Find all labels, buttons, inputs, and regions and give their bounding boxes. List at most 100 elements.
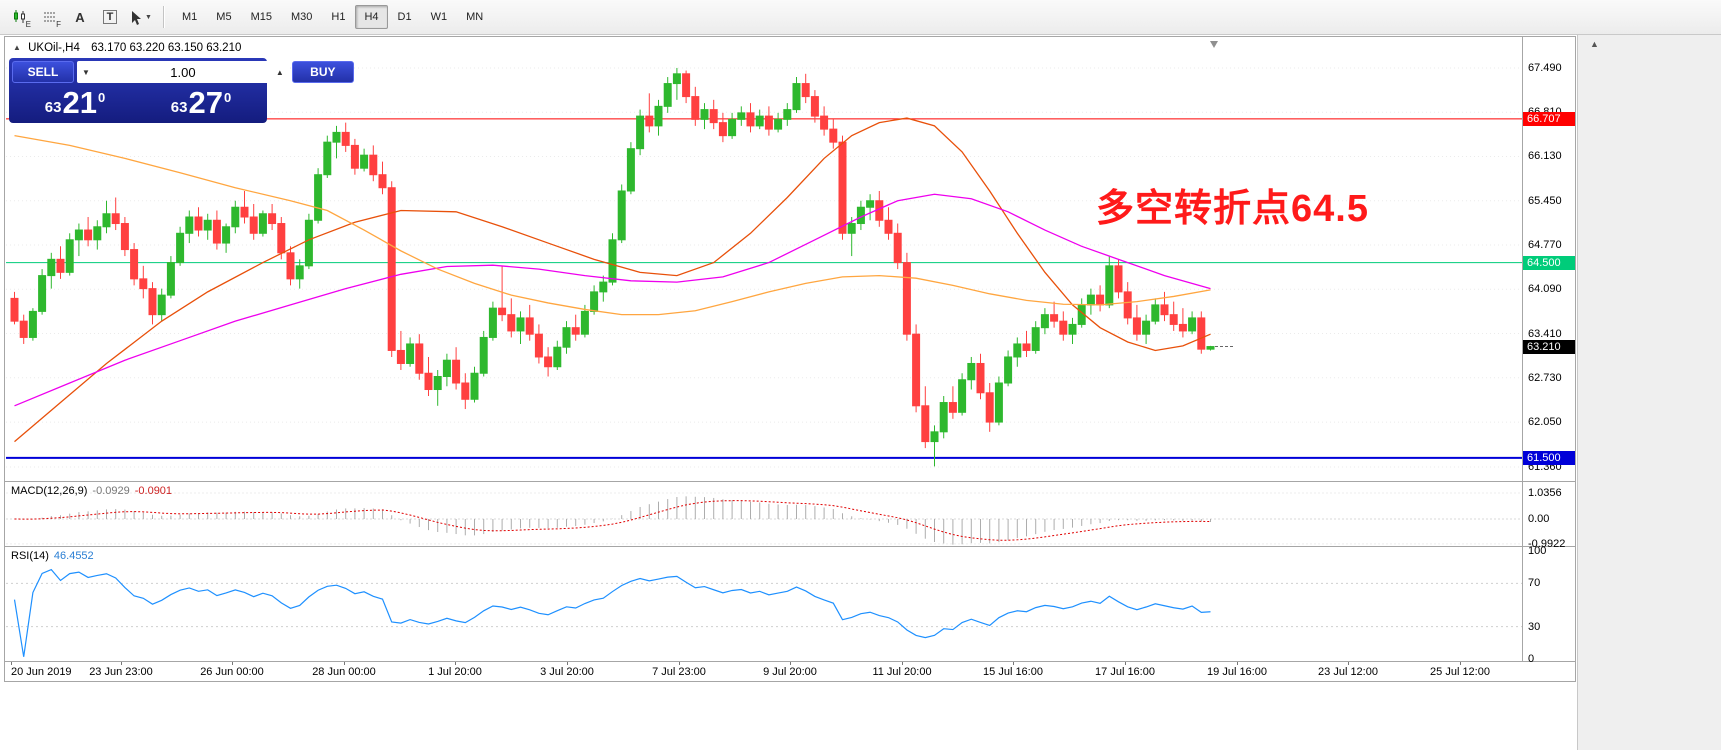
time-axis-tick xyxy=(679,662,680,665)
time-axis-tick xyxy=(1125,662,1126,665)
price-axis-label: 64.090 xyxy=(1528,283,1562,296)
sell-price[interactable]: 63 21 0 xyxy=(44,85,106,120)
time-axis-tick xyxy=(455,662,456,665)
time-axis-label: 19 Jul 16:00 xyxy=(1207,666,1267,678)
time-axis-label: 17 Jul 16:00 xyxy=(1095,666,1155,678)
candlestick-tool-button[interactable]: E xyxy=(6,4,34,30)
price-axis-label: 64.770 xyxy=(1528,239,1562,251)
time-axis-label: 11 Jul 20:00 xyxy=(872,666,932,678)
macd-axis-label: -0.9922 xyxy=(1528,537,1566,550)
time-axis-label: 28 Jun 00:00 xyxy=(312,666,376,678)
timeframe-M1[interactable]: M1 xyxy=(173,5,206,29)
text-box-icon: T xyxy=(102,10,118,24)
one-click-trading-panel: SELL ▼ ▲ BUY 63 21 0 63 27 0 xyxy=(9,58,354,123)
price-line-tag: 61.500 xyxy=(1523,450,1575,465)
collapse-panel-icon[interactable]: ▲ xyxy=(13,43,21,52)
pane-separator[interactable] xyxy=(5,546,1575,547)
time-axis-tick xyxy=(902,662,903,665)
time-axis-tick xyxy=(1348,662,1349,665)
price-axis-label: 62.050 xyxy=(1528,416,1562,429)
macd-indicator-pane[interactable] xyxy=(6,482,1522,546)
pane-separator xyxy=(5,661,1575,662)
rsi-axis-label: 30 xyxy=(1528,620,1541,633)
time-axis-label: 25 Jul 12:00 xyxy=(1430,666,1490,678)
volume-input[interactable] xyxy=(94,64,271,80)
timeframe-D1[interactable]: D1 xyxy=(389,5,421,29)
time-axis-label: 7 Jul 23:00 xyxy=(652,666,706,678)
price-axis-label: 62.730 xyxy=(1528,371,1562,384)
timeframe-H1[interactable]: H1 xyxy=(322,5,354,29)
time-axis-tick xyxy=(121,662,122,665)
grid-icon xyxy=(44,12,56,22)
chart-title-bar: ▲ UKOil-,H4 63.170 63.220 63.150 63.210 xyxy=(13,42,241,54)
timeframe-M30[interactable]: M30 xyxy=(282,5,321,29)
price-axis-label: 65.450 xyxy=(1528,194,1562,207)
price-axis-label: 67.490 xyxy=(1528,61,1562,74)
timeframe-H4[interactable]: H4 xyxy=(355,5,388,29)
volume-increase-button[interactable]: ▲ xyxy=(275,67,284,77)
time-axis-tick xyxy=(11,662,12,665)
time-axis: 20 Jun 2019 23 Jun 23:00 26 Jun 00:00 28 Ju… xyxy=(5,662,1575,682)
buy-button[interactable]: BUY xyxy=(291,61,354,83)
rsi-indicator-pane[interactable] xyxy=(6,547,1522,661)
cursor-pointer-icon xyxy=(132,10,142,25)
volume-stepper: ▼ ▲ xyxy=(77,61,289,83)
axis-separator xyxy=(1522,37,1523,661)
scroll-up-icon[interactable]: ▲ xyxy=(1590,39,1599,49)
cursor-tool-button[interactable]: ▼ xyxy=(126,4,154,30)
time-axis-label: 3 Jul 20:00 xyxy=(540,666,594,678)
time-axis-tick xyxy=(790,662,791,665)
time-axis-tick xyxy=(1237,662,1238,665)
price-axis-label: 63.410 xyxy=(1528,327,1562,340)
buy-price[interactable]: 63 27 0 xyxy=(170,85,232,120)
symbol-period-label: UKOil-,H4 xyxy=(28,42,80,54)
toolbar-separator xyxy=(163,6,164,28)
grid-tool-button[interactable]: F xyxy=(36,4,64,30)
sell-button[interactable]: SELL xyxy=(12,61,74,83)
ohlc-values: 63.170 63.220 63.150 63.210 xyxy=(91,42,242,54)
text-label-icon: A xyxy=(75,9,85,25)
timeframe-M15[interactable]: M15 xyxy=(242,5,281,29)
macd-axis-label: 1.0356 xyxy=(1528,487,1562,499)
tool-badge: F xyxy=(56,20,61,29)
price-axis-label: 61.360 xyxy=(1528,460,1562,473)
main-price-chart[interactable] xyxy=(6,38,1522,480)
chart-text-annotation: 多空转折点64.5 xyxy=(1096,188,1369,230)
timeframe-W1[interactable]: W1 xyxy=(422,5,457,29)
timeframe-M5[interactable]: M5 xyxy=(207,5,240,29)
time-axis-tick xyxy=(567,662,568,665)
rsi-axis-label: 70 xyxy=(1528,577,1541,590)
top-toolbar: E F A T ▼ M1 M5 M15 M30 H1 H4 D1 W1 MN xyxy=(0,0,1721,35)
text-tool-button[interactable]: A xyxy=(66,4,94,30)
time-axis-tick xyxy=(232,662,233,665)
time-axis-label: 15 Jul 16:00 xyxy=(983,666,1043,678)
time-axis-label: 9 Jul 20:00 xyxy=(763,666,817,678)
tool-badge: E xyxy=(25,20,31,29)
time-axis-label: 1 Jul 20:00 xyxy=(428,666,482,678)
time-axis-label: 23 Jul 12:00 xyxy=(1318,666,1378,678)
time-axis-tick xyxy=(1460,662,1461,665)
volume-decrease-button[interactable]: ▼ xyxy=(82,67,90,77)
price-line-tag: 64.500 xyxy=(1523,255,1575,270)
macd-axis-label: 0.00 xyxy=(1528,513,1550,525)
price-line-tag: 66.707 xyxy=(1523,111,1575,126)
timeframe-buttons: M1 M5 M15 M30 H1 H4 D1 W1 MN xyxy=(173,5,492,29)
time-axis-tick xyxy=(1013,662,1014,665)
right-panel-area: ▲ xyxy=(1577,35,1721,750)
price-axis-label: 66.810 xyxy=(1528,106,1562,119)
time-axis-label: 20 Jun 2019 xyxy=(11,666,72,678)
time-axis-label: 26 Jun 00:00 xyxy=(200,666,264,678)
chart-window: ▲ UKOil-,H4 63.170 63.220 63.150 63.210 … xyxy=(4,36,1576,682)
timeframe-MN[interactable]: MN xyxy=(457,5,492,29)
pane-separator[interactable] xyxy=(5,481,1575,482)
textbox-tool-button[interactable]: T xyxy=(96,4,124,30)
macd-label: MACD(12,26,9) -0.0929 -0.0901 xyxy=(11,485,173,497)
candlestick-chart-icon xyxy=(14,10,25,23)
time-axis-label: 23 Jun 23:00 xyxy=(89,666,153,678)
price-axis-label: 66.130 xyxy=(1528,150,1562,163)
rsi-label: RSI(14) 46.4552 xyxy=(11,550,94,562)
dropdown-caret-icon: ▼ xyxy=(145,13,152,21)
current-price-tag: 63.210 xyxy=(1523,339,1575,354)
time-axis-tick xyxy=(344,662,345,665)
